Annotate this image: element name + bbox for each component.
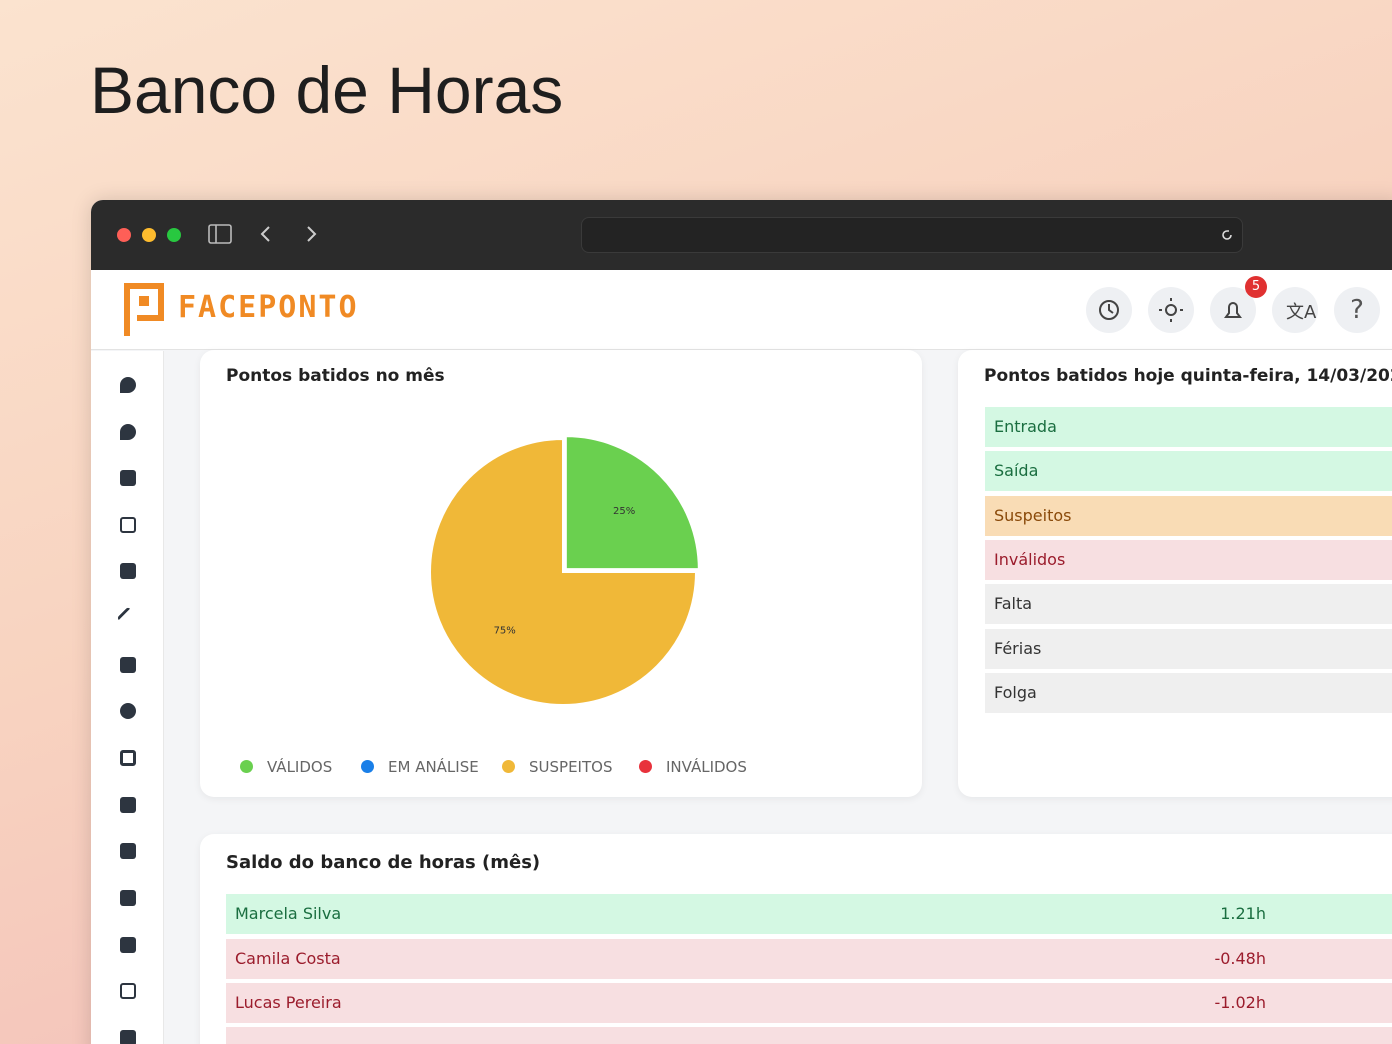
employee-name: Lucas Pereira (235, 993, 342, 1012)
month-card: Pontos batidos no mês 25% 75% VÁLIDOS EM A… (200, 350, 922, 797)
nav-icons[interactable] (207, 222, 327, 248)
slice-label: 25% (613, 506, 635, 517)
menu-icon[interactable] (120, 890, 136, 906)
sidebar (91, 351, 164, 1044)
logo-icon (124, 283, 164, 336)
card-title: Pontos batidos hoje quinta-feira, 14/03/… (984, 366, 1392, 386)
menu-icon[interactable] (120, 424, 136, 440)
notification-badge: 5 (1245, 276, 1267, 298)
maximize-button[interactable] (167, 228, 181, 242)
table-row: Lucas Pereira -1.02h (226, 983, 1392, 1023)
status-row: Saída (985, 451, 1392, 492)
menu-icon[interactable] (120, 797, 136, 813)
table-row (226, 1027, 1392, 1044)
balance-card: Saldo do banco de horas (mês) Marcela Si… (200, 834, 1392, 1044)
legend-swatch (502, 760, 515, 773)
menu-icon[interactable] (116, 606, 140, 630)
status-row: Falta (985, 584, 1392, 625)
menu-icon[interactable] (120, 703, 136, 719)
status-row: Entrada (985, 407, 1392, 447)
table-row: Marcela Silva 1.21h (226, 894, 1392, 934)
hours-balance: -0.48h (1214, 948, 1266, 968)
employee-name: Marcela Silva (235, 904, 342, 923)
menu-icon[interactable] (120, 937, 136, 953)
page-title: Banco de Horas (90, 53, 564, 127)
legend-label: EM ANÁLISE (388, 758, 479, 776)
pie-slice (564, 435, 700, 571)
employee-name: Camila Costa (235, 948, 341, 968)
reload-icon[interactable] (1220, 228, 1234, 242)
close-button[interactable] (117, 228, 131, 242)
hours-balance: -1.02h (1214, 993, 1266, 1012)
pie-slice (429, 437, 698, 706)
menu-icon[interactable] (120, 470, 136, 486)
address-bar[interactable] (581, 217, 1243, 253)
card-title: Saldo do banco de horas (mês) (226, 852, 541, 873)
menu-icon[interactable] (120, 843, 136, 859)
status-row: Inválidos (985, 539, 1392, 580)
pie-chart: 25% 75% (429, 435, 700, 706)
status-row: Suspeitos (985, 495, 1392, 536)
card-title: Pontos batidos no mês (226, 366, 445, 386)
svg-text:文A: 文A (1286, 302, 1317, 323)
language-button[interactable] (1272, 287, 1318, 333)
legend-swatch (240, 760, 253, 773)
menu-icon[interactable] (120, 750, 136, 766)
menu-icon[interactable] (120, 517, 136, 533)
legend-item: VÁLIDOS (240, 758, 332, 776)
today-card: Pontos batidos hoje quinta-feira, 14/03/… (958, 350, 1392, 797)
hours-balance: 1.21h (1220, 904, 1266, 923)
legend-swatch (639, 760, 652, 773)
legend-label: VÁLIDOS (267, 758, 333, 776)
theme-button[interactable] (1148, 287, 1194, 333)
header-icons: 文A (1099, 298, 1317, 323)
help-button[interactable]: ? (1334, 287, 1380, 333)
app-header: FACEPONTO ? 文A 5 (91, 270, 1392, 350)
menu-icon[interactable] (120, 377, 136, 393)
browser-toolbar (91, 200, 1392, 270)
logo-text: FACEPONTO (178, 290, 359, 325)
status-row: Folga (985, 672, 1392, 713)
menu-icon[interactable] (120, 983, 136, 999)
legend-item: EM ANÁLISE (361, 758, 479, 776)
table-row: Camila Costa -0.48h (226, 938, 1392, 979)
menu-icon[interactable] (120, 1030, 136, 1044)
legend-item: SUSPEITOS (502, 758, 612, 776)
legend-item: INVÁLIDOS (639, 758, 747, 776)
legend-label: SUSPEITOS (529, 758, 613, 776)
status-row: Férias (985, 628, 1392, 669)
minimize-button[interactable] (142, 228, 156, 242)
menu-icon[interactable] (120, 657, 136, 673)
legend-label: INVÁLIDOS (666, 758, 747, 776)
browser-window: FACEPONTO ? 文A 5 Pontos batidos no mês 2… (91, 200, 1392, 1044)
menu-icon[interactable] (120, 563, 136, 579)
slice-label: 75% (494, 625, 516, 636)
legend-swatch (361, 760, 374, 773)
